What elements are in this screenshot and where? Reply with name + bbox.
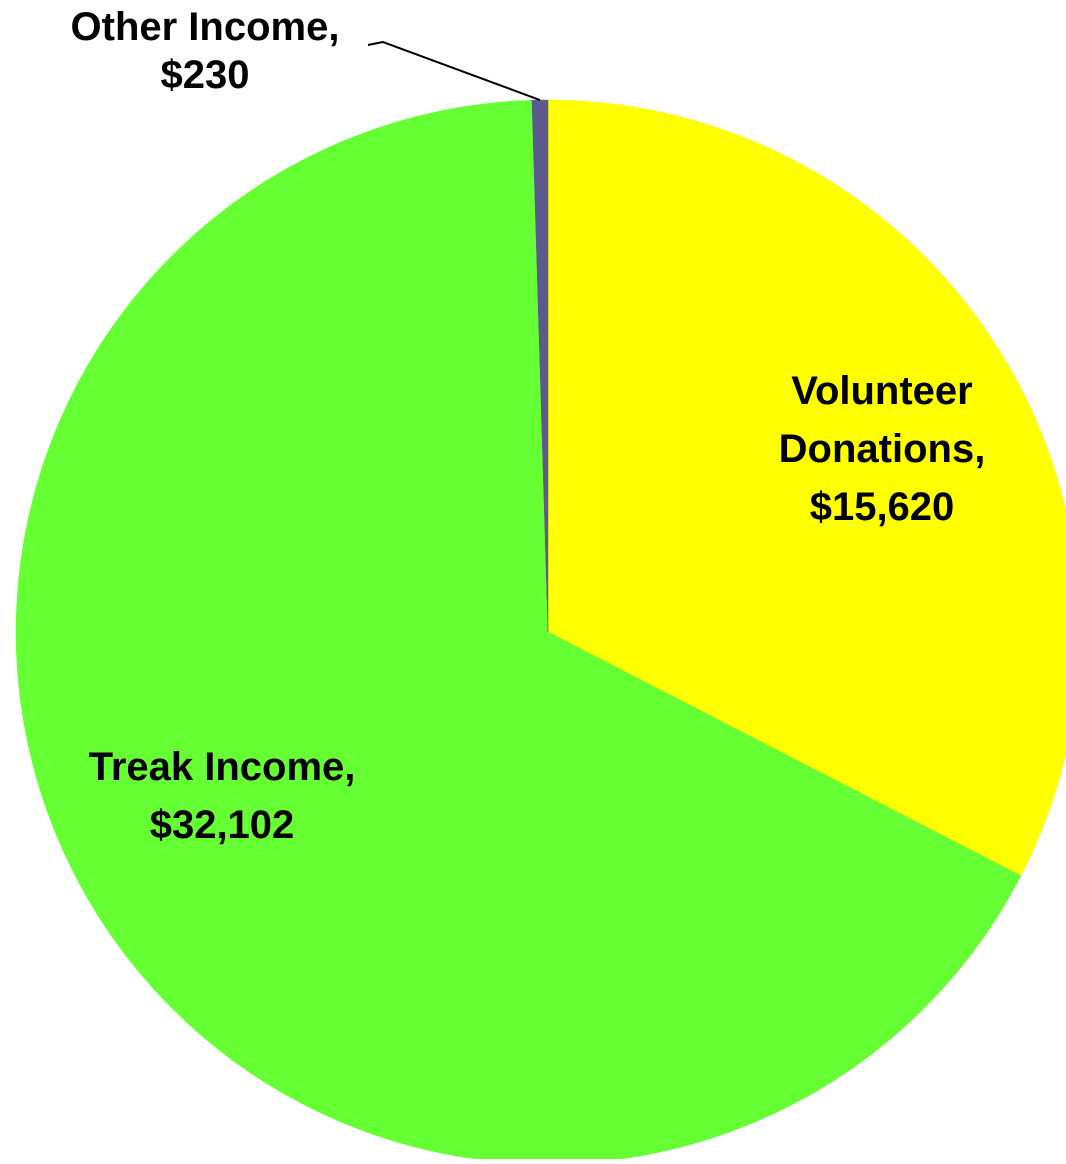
pie-slice-treak-income	[15, 99, 1022, 1164]
pie-slice-volunteer-donations	[547, 99, 1066, 877]
slice-label-line: $230	[161, 53, 250, 97]
slice-label-treak-income: Treak Income, $32,102	[89, 745, 356, 847]
slice-label-volunteer-donations: Volunteer Donations, $15,620	[779, 369, 986, 529]
slice-label-line: $15,620	[810, 485, 955, 529]
slice-label-line: Volunteer	[791, 369, 973, 413]
slice-label-line: Donations,	[779, 427, 986, 471]
leader-lines-layer	[367, 40, 541, 101]
slice-label-line: $32,102	[150, 803, 295, 847]
slices-layer	[15, 99, 1066, 1164]
leader-line-other-income	[367, 40, 541, 101]
slice-label-other-income: Other Income, $230	[71, 5, 340, 97]
slice-label-line: Other Income,	[71, 5, 340, 49]
slice-label-line: Treak Income,	[89, 745, 356, 789]
labels-layer: Volunteer Donations, $15,620 Treak Income, $…	[71, 5, 986, 847]
